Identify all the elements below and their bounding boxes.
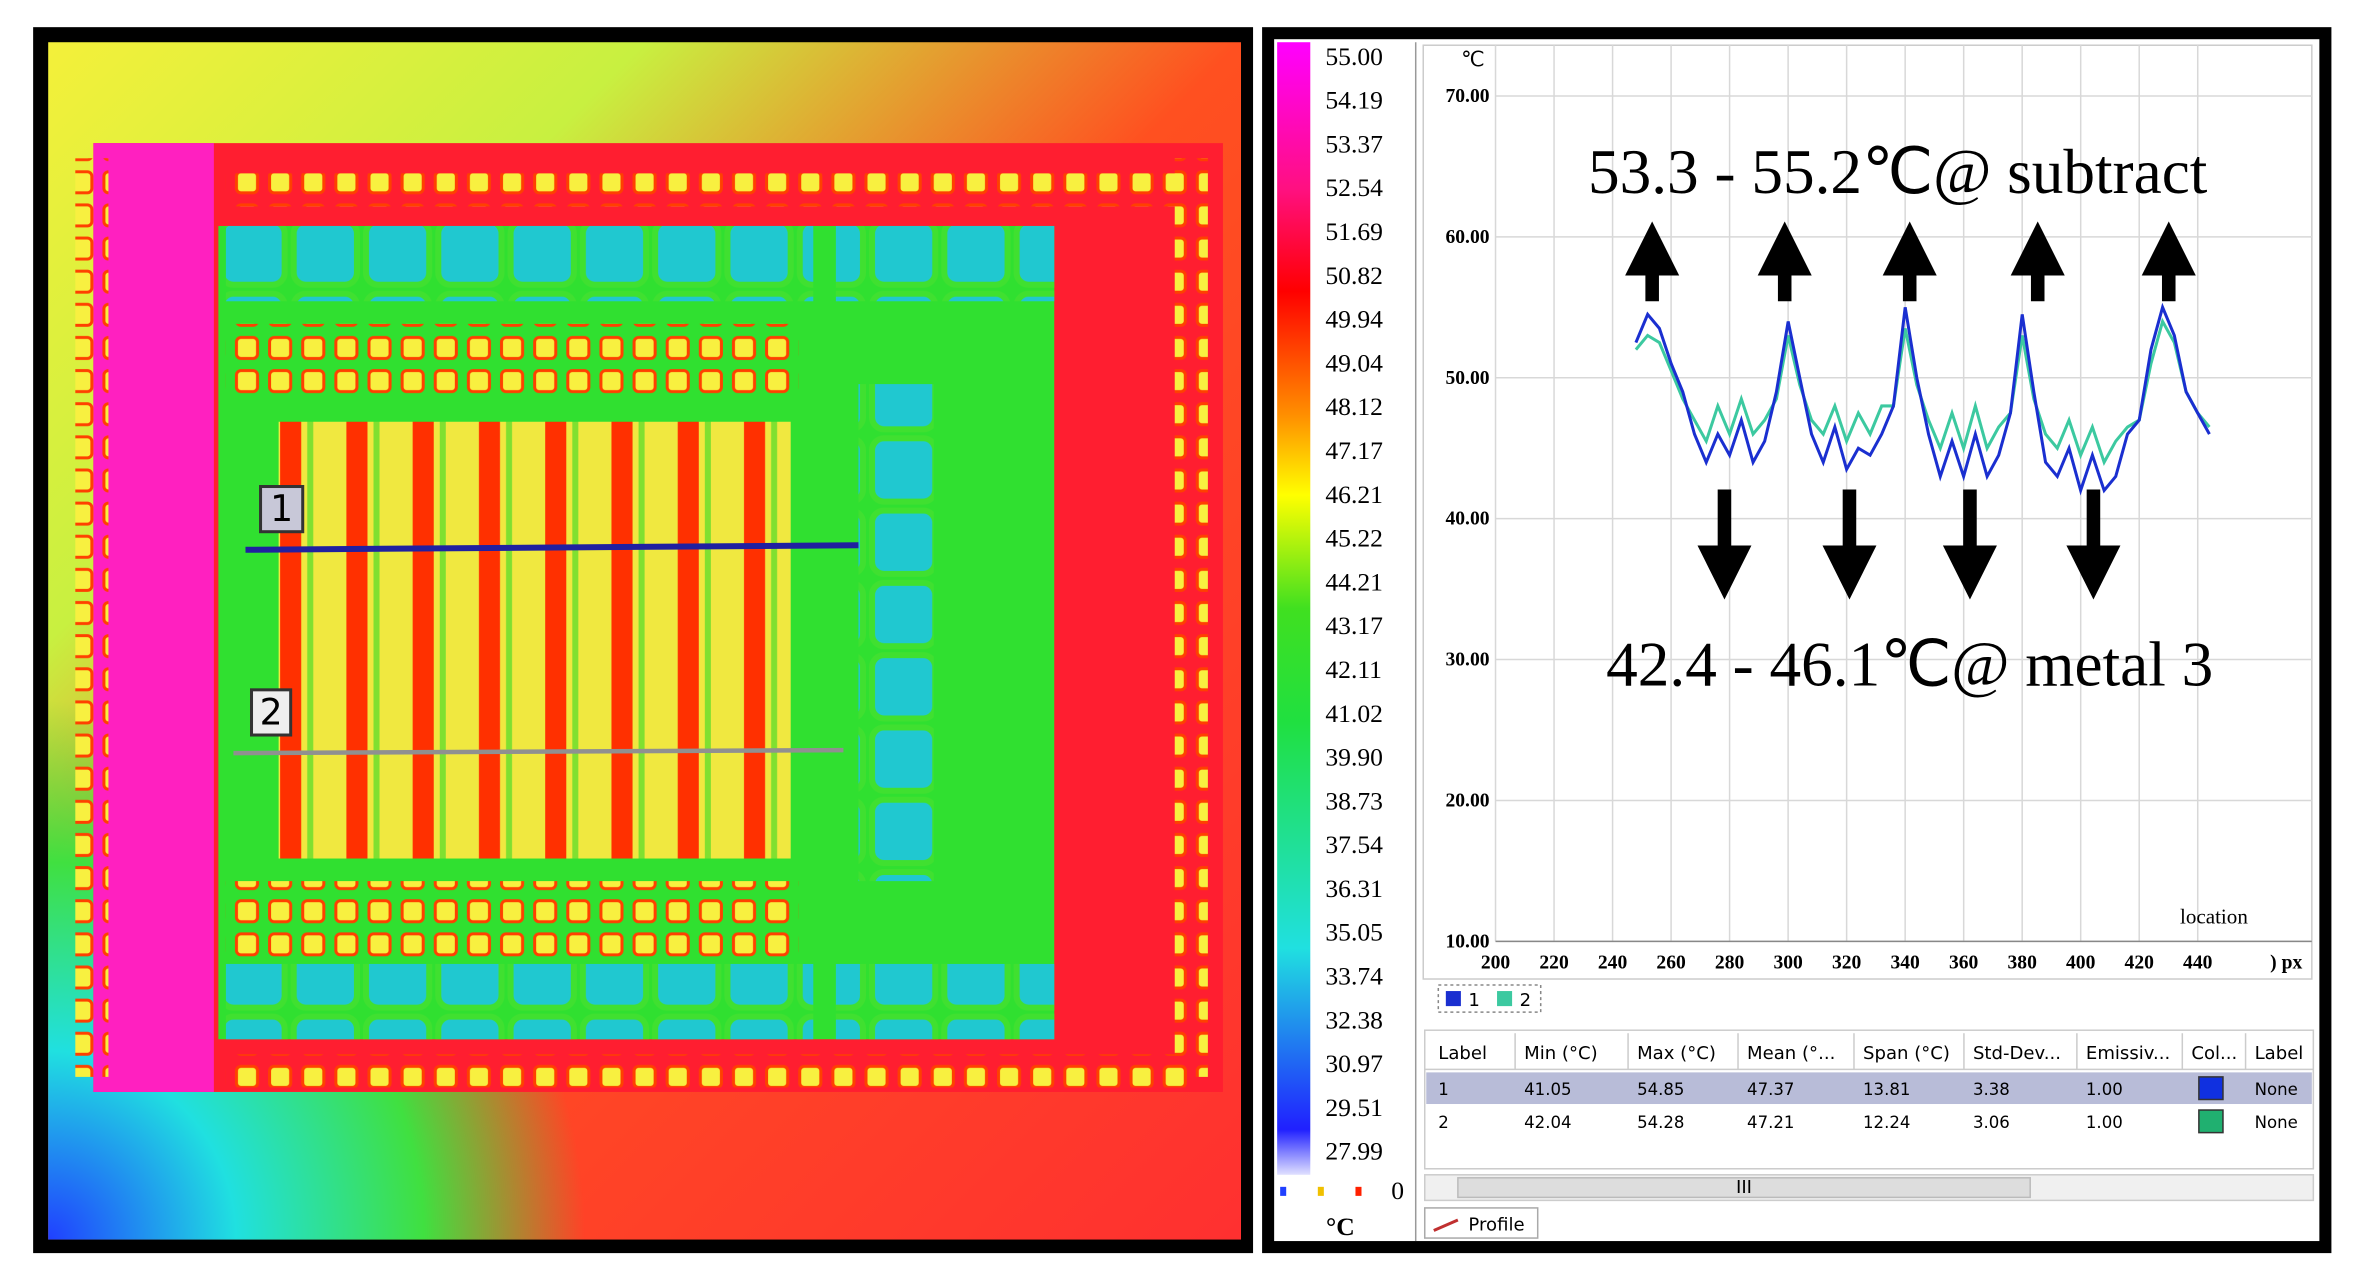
annotation: 53.3 - 55.2℃@ subtract (1588, 137, 2208, 207)
y-tick-label: 40.00 (1445, 509, 1489, 530)
scroll-thumb[interactable] (1457, 1177, 2031, 1199)
colorbar-zero: 0 (1391, 1176, 1404, 1205)
table-header: Mean (°... (1747, 1043, 1835, 1064)
y-tick-label: 70.00 (1445, 86, 1489, 107)
colorbar-label: 38.73 (1325, 786, 1383, 815)
x-tick-label: 240 (1598, 952, 1628, 973)
colorbar-label: 30.97 (1325, 1049, 1383, 1078)
colorbar-label: 32.38 (1325, 1005, 1383, 1034)
colorbar (1277, 42, 1311, 1175)
table-cell: 1.00 (2086, 1113, 2123, 1132)
y-tick-label: 20.00 (1445, 790, 1489, 811)
table-cell: 54.28 (1637, 1113, 1684, 1132)
colorbar-label: 47.17 (1325, 436, 1383, 465)
color-swatch (2198, 1109, 2224, 1134)
colorbar-label: 41.02 (1325, 699, 1383, 728)
annotation: 42.4 - 46.1℃@ metal 3 (1606, 629, 2213, 699)
colorbar-unit: °C (1326, 1212, 1355, 1241)
colorbar-label: 27.99 (1325, 1137, 1383, 1166)
table-header: Std-Dev... (1973, 1043, 2061, 1064)
y-tick-label: 50.00 (1445, 368, 1489, 389)
y-tick-label: 60.00 (1445, 227, 1489, 248)
table-cell: 13.81 (1863, 1080, 1910, 1099)
x-tick-label: 360 (1949, 952, 1979, 973)
tab-label[interactable]: Profile (1468, 1215, 1524, 1236)
scroll-grip: III (1736, 1177, 1752, 1198)
table-header: Label (2255, 1043, 2304, 1064)
table-cell: 3.06 (1973, 1113, 2010, 1132)
x-tick-label: 260 (1656, 952, 1686, 973)
table-cell: 41.05 (1524, 1080, 1571, 1099)
x-tick-label: 420 (2125, 952, 2155, 973)
table-header: Label (1438, 1043, 1487, 1064)
color-swatch (2198, 1076, 2224, 1101)
selected-row[interactable] (1426, 1072, 2312, 1105)
profile-line (1634, 302, 2211, 496)
x-tick-label: 380 (2008, 952, 2038, 973)
table-header: Max (°C) (1637, 1043, 1716, 1064)
legend-swatch (1497, 991, 1513, 1007)
table-cell: 1.00 (2086, 1080, 2123, 1099)
x-tick-label: 400 (2066, 952, 2096, 973)
x-tick-label: 340 (1890, 952, 1920, 973)
colorbar-label: 49.94 (1325, 305, 1383, 334)
table-cell: None (2255, 1113, 2298, 1132)
colorbar-label: 55.00 (1325, 42, 1383, 71)
y-tick-label: 30.00 (1445, 650, 1489, 671)
table-header: Min (°C) (1524, 1043, 1598, 1064)
line-label: 1 (270, 487, 293, 530)
legend-label: 2 (1520, 990, 1532, 1011)
y-tick-label: 10.00 (1445, 931, 1489, 952)
table-cell: 47.37 (1747, 1080, 1794, 1099)
x-label: location (2180, 904, 2248, 928)
x-tick-label: 320 (1832, 952, 1862, 973)
colorbar-label: 54.19 (1325, 86, 1383, 115)
colorbar-label: 37.54 (1325, 830, 1383, 859)
table-cell: 54.85 (1637, 1080, 1684, 1099)
colorbar-label: 29.51 (1325, 1093, 1383, 1122)
colorbar-label: 33.74 (1325, 962, 1383, 991)
table-cell: 47.21 (1747, 1113, 1794, 1132)
x-tick-label: 200 (1481, 952, 1511, 973)
table-header: Span (°C) (1863, 1043, 1950, 1064)
legend-swatch (1445, 991, 1461, 1007)
colorbar-label: 49.04 (1325, 348, 1383, 377)
x-tick-label: 440 (2183, 952, 2213, 973)
table-header: Emissiv... (2086, 1043, 2170, 1064)
table-cell: None (2255, 1080, 2298, 1099)
thermal-image (33, 27, 1254, 1254)
x-tick-label: 280 (1715, 952, 1745, 973)
line-label: 2 (260, 690, 283, 733)
table-cell: 3.38 (1973, 1080, 2010, 1099)
arrows (1625, 221, 2196, 600)
x-tick-label: 300 (1773, 952, 1803, 973)
colorbar-label: 53.37 (1325, 129, 1383, 158)
colorbar-label: 46.21 (1325, 480, 1383, 509)
table-cell: 12.24 (1863, 1113, 1910, 1132)
colorbar-label: 42.11 (1325, 655, 1382, 684)
colorbar-label: 35.05 (1325, 918, 1383, 947)
x-tick-label: 220 (1539, 952, 1569, 973)
table-cell: 2 (1438, 1113, 1449, 1132)
colorbar-label: 43.17 (1325, 611, 1383, 640)
y-unit: ℃ (1461, 47, 1485, 71)
table-header: Col... (2191, 1043, 2237, 1064)
table-cell: 1 (1438, 1080, 1449, 1099)
colorbar-label: 44.21 (1325, 567, 1383, 596)
colorbar-label: 51.69 (1325, 217, 1383, 246)
plot-area (1422, 44, 2313, 980)
profile-tab[interactable] (1423, 1207, 1539, 1239)
colorbar-label: 52.54 (1325, 173, 1383, 202)
x-unit: ) px (2270, 952, 2302, 973)
colorbar-label: 36.31 (1325, 874, 1383, 903)
legend-label: 1 (1468, 990, 1480, 1011)
colorbar-label: 45.22 (1325, 524, 1383, 553)
colorbar-label: 50.82 (1325, 261, 1383, 290)
table-cell: 42.04 (1524, 1113, 1571, 1132)
colorbar-label: 39.90 (1325, 743, 1383, 772)
colorbar-label: 48.12 (1325, 392, 1383, 421)
